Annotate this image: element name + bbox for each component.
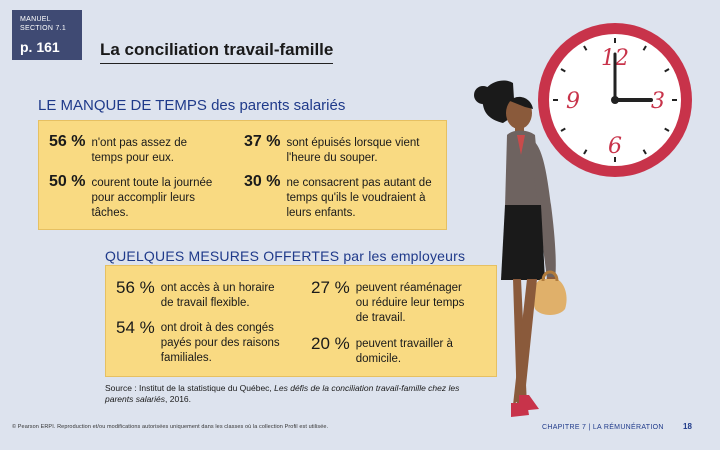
employer-measures-stats-box: 56 % ont accès à un horaire de travail f…	[105, 265, 497, 377]
stat-percent: 27 %	[311, 278, 350, 297]
stat-item: 27 % peuvent réaménager ou réduire leur …	[311, 278, 491, 326]
stat-percent: 56 %	[116, 278, 155, 297]
stat-text: sont épuisés lorsque vient l'heure du so…	[286, 137, 420, 164]
badge-page-ref: p. 161	[20, 39, 60, 55]
stat-text: peuvent réaménager ou réduire leur temps…	[355, 282, 465, 324]
stat-text: ont droit à des congés payés pour des ra…	[160, 322, 280, 364]
stat-percent: 50 %	[49, 173, 86, 190]
source-suffix: , 2016.	[165, 394, 192, 404]
stat-percent: 54 %	[116, 318, 155, 337]
time-shortage-stats-box: 56 % n'ont pas assez de temps pour eux. …	[38, 120, 447, 230]
stat-item: 20 % peuvent travailler à domicile.	[311, 334, 491, 367]
clock-numeral-9: 9	[566, 89, 580, 114]
source-title: Les défis de la conciliation travail-fam…	[105, 383, 460, 404]
stat-text: peuvent travailler à domicile.	[355, 338, 453, 365]
section-heading-employer-measures: QUELQUES MESURES OFFERTES par les employ…	[105, 248, 466, 264]
stat-item: 50 % courent toute la journée pour accom…	[49, 173, 239, 221]
stat-text: n'ont pas assez de temps pour eux.	[91, 137, 188, 164]
page-number: 18	[683, 422, 692, 431]
source-prefix: Source : Institut de la statistique du Q…	[105, 383, 275, 393]
stat-item: 56 % ont accès à un horaire de travail f…	[116, 278, 306, 311]
stat-percent: 30 %	[244, 173, 281, 190]
stat-text: ne consacrent pas autant de temps qu'ils…	[286, 177, 432, 219]
stat-text: ont accès à un horaire de travail flexib…	[160, 282, 275, 309]
stat-item: 54 % ont droit à des congés payés pour d…	[116, 318, 306, 366]
stat-percent: 56 %	[49, 133, 86, 150]
tired-woman-illustration	[474, 80, 567, 417]
stat-percent: 37 %	[244, 133, 281, 150]
badge-kicker: MANUEL SECTION 7.1	[20, 16, 67, 32]
clock-numeral-3: 3	[651, 89, 665, 114]
section-heading-time-shortage: LE MANQUE DE TEMPS des parents salariés	[38, 97, 346, 114]
clock-illustration: 12 3 6 9	[538, 23, 692, 177]
stat-text: courent toute la journée pour accomplir …	[91, 177, 213, 219]
manual-section-badge: MANUEL SECTION 7.1 p. 161	[12, 10, 82, 60]
stat-item: 30 % ne consacrent pas autant de temps q…	[244, 173, 439, 221]
chapter-label: CHAPITRE 7 | LA RÉMUNÉRATION	[542, 424, 664, 431]
page-title: La conciliation travail-famille	[100, 40, 334, 64]
stat-percent: 20 %	[311, 334, 350, 353]
source-citation: Source : Institut de la statistique du Q…	[105, 383, 485, 405]
clock-numeral-6: 6	[608, 134, 622, 159]
copyright-notice: © Pearson ERPI. Reproduction et/ou modif…	[12, 424, 329, 430]
stat-item: 37 % sont épuisés lorsque vient l'heure …	[244, 133, 439, 166]
stat-item: 56 % n'ont pas assez de temps pour eux.	[49, 133, 239, 166]
